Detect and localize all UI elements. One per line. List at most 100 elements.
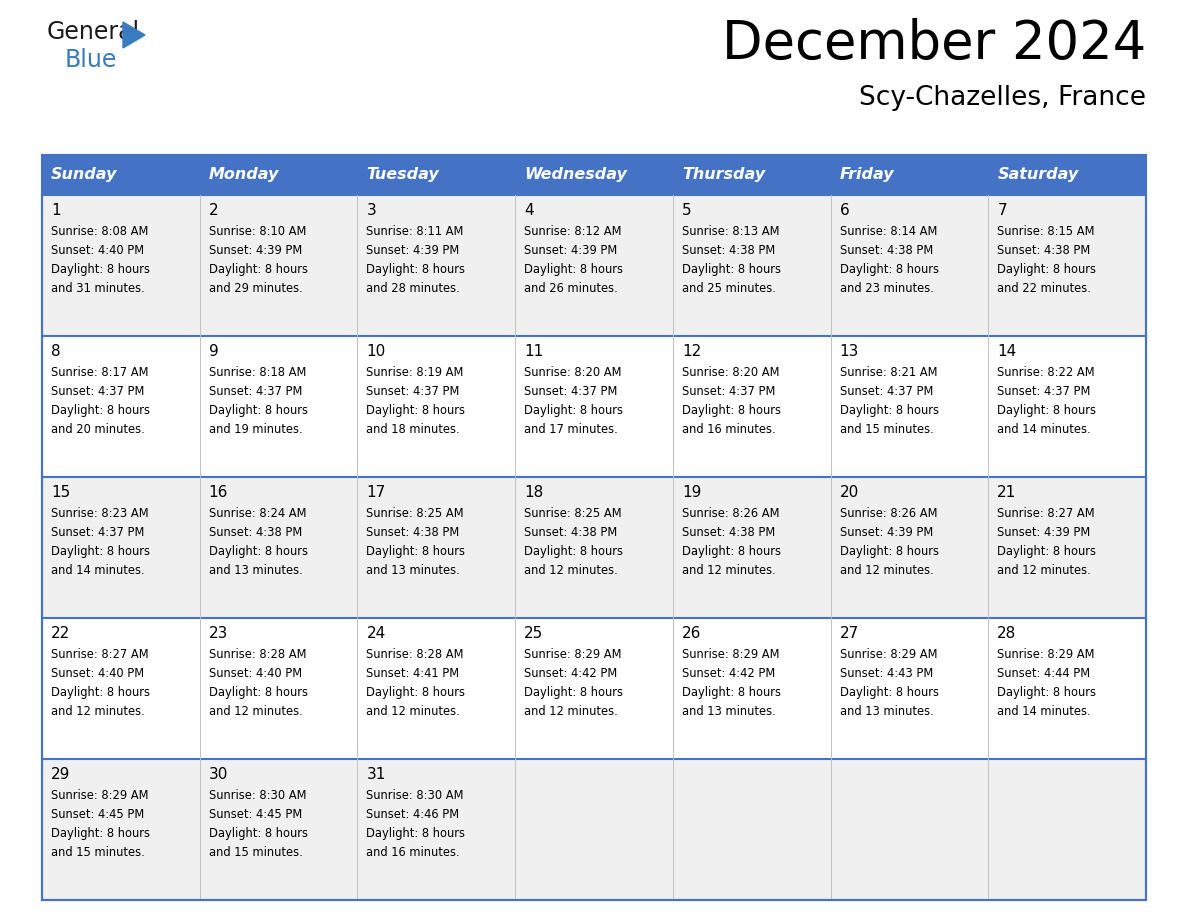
Text: Sunrise: 8:21 AM: Sunrise: 8:21 AM <box>840 366 937 379</box>
Text: Sunrise: 8:23 AM: Sunrise: 8:23 AM <box>51 507 148 520</box>
Text: Sunrise: 8:30 AM: Sunrise: 8:30 AM <box>209 789 307 802</box>
Text: 20: 20 <box>840 485 859 500</box>
Text: Daylight: 8 hours: Daylight: 8 hours <box>209 545 308 558</box>
Text: Sunrise: 8:13 AM: Sunrise: 8:13 AM <box>682 225 779 238</box>
Text: 5: 5 <box>682 203 691 218</box>
Text: Daylight: 8 hours: Daylight: 8 hours <box>366 263 466 276</box>
Text: 13: 13 <box>840 344 859 359</box>
Bar <box>516 477 672 618</box>
Text: and 14 minutes.: and 14 minutes. <box>997 705 1091 718</box>
Text: and 19 minutes.: and 19 minutes. <box>209 423 302 436</box>
Text: Sunrise: 8:29 AM: Sunrise: 8:29 AM <box>840 648 937 661</box>
Text: and 12 minutes.: and 12 minutes. <box>51 705 145 718</box>
Text: 19: 19 <box>682 485 701 500</box>
Bar <box>672 759 830 900</box>
Text: 9: 9 <box>209 344 219 359</box>
Text: Blue: Blue <box>65 48 118 72</box>
Text: and 23 minutes.: and 23 minutes. <box>840 282 934 295</box>
Text: Daylight: 8 hours: Daylight: 8 hours <box>524 545 624 558</box>
Text: Sunset: 4:40 PM: Sunset: 4:40 PM <box>209 667 302 680</box>
Text: Scy-Chazelles, France: Scy-Chazelles, France <box>859 85 1146 111</box>
Text: General: General <box>48 20 140 44</box>
Text: and 12 minutes.: and 12 minutes. <box>366 705 460 718</box>
Text: Sunset: 4:45 PM: Sunset: 4:45 PM <box>209 808 302 821</box>
Text: 10: 10 <box>366 344 386 359</box>
Text: and 28 minutes.: and 28 minutes. <box>366 282 460 295</box>
Text: Sunrise: 8:29 AM: Sunrise: 8:29 AM <box>682 648 779 661</box>
Bar <box>830 759 988 900</box>
Bar <box>358 477 516 618</box>
Text: Sunrise: 8:29 AM: Sunrise: 8:29 AM <box>997 648 1095 661</box>
Text: Sunset: 4:40 PM: Sunset: 4:40 PM <box>51 667 144 680</box>
Text: and 14 minutes.: and 14 minutes. <box>997 423 1091 436</box>
Text: Sunrise: 8:26 AM: Sunrise: 8:26 AM <box>682 507 779 520</box>
Text: 1: 1 <box>51 203 61 218</box>
Text: Sunset: 4:44 PM: Sunset: 4:44 PM <box>997 667 1091 680</box>
Text: Sunrise: 8:12 AM: Sunrise: 8:12 AM <box>524 225 621 238</box>
Text: and 12 minutes.: and 12 minutes. <box>997 564 1091 577</box>
Bar <box>830 195 988 336</box>
Bar <box>200 618 358 759</box>
Text: Sunset: 4:37 PM: Sunset: 4:37 PM <box>524 385 618 398</box>
Text: and 16 minutes.: and 16 minutes. <box>682 423 776 436</box>
Text: and 18 minutes.: and 18 minutes. <box>366 423 460 436</box>
Text: Tuesday: Tuesday <box>366 167 440 183</box>
Text: 29: 29 <box>51 767 70 782</box>
Text: 4: 4 <box>524 203 533 218</box>
Text: Monday: Monday <box>209 167 279 183</box>
Text: and 22 minutes.: and 22 minutes. <box>997 282 1091 295</box>
Text: Daylight: 8 hours: Daylight: 8 hours <box>840 686 939 699</box>
Text: Sunset: 4:38 PM: Sunset: 4:38 PM <box>366 526 460 539</box>
Text: 3: 3 <box>366 203 377 218</box>
Text: 23: 23 <box>209 626 228 641</box>
Text: Sunset: 4:41 PM: Sunset: 4:41 PM <box>366 667 460 680</box>
Text: 15: 15 <box>51 485 70 500</box>
Text: and 15 minutes.: and 15 minutes. <box>209 846 303 859</box>
Text: Daylight: 8 hours: Daylight: 8 hours <box>682 404 781 417</box>
Text: 24: 24 <box>366 626 386 641</box>
Text: Sunrise: 8:25 AM: Sunrise: 8:25 AM <box>366 507 465 520</box>
Text: Sunrise: 8:08 AM: Sunrise: 8:08 AM <box>51 225 148 238</box>
Text: Sunset: 4:38 PM: Sunset: 4:38 PM <box>682 526 775 539</box>
Text: and 12 minutes.: and 12 minutes. <box>524 705 618 718</box>
Text: and 20 minutes.: and 20 minutes. <box>51 423 145 436</box>
Text: Daylight: 8 hours: Daylight: 8 hours <box>51 827 150 840</box>
Bar <box>516 336 672 477</box>
Text: Sunset: 4:38 PM: Sunset: 4:38 PM <box>524 526 618 539</box>
Text: Sunset: 4:46 PM: Sunset: 4:46 PM <box>366 808 460 821</box>
Bar <box>516 618 672 759</box>
Text: Sunrise: 8:29 AM: Sunrise: 8:29 AM <box>51 789 148 802</box>
Text: and 14 minutes.: and 14 minutes. <box>51 564 145 577</box>
Text: Daylight: 8 hours: Daylight: 8 hours <box>51 263 150 276</box>
Text: 14: 14 <box>997 344 1017 359</box>
Text: Sunset: 4:42 PM: Sunset: 4:42 PM <box>682 667 775 680</box>
Text: 31: 31 <box>366 767 386 782</box>
Text: Sunrise: 8:17 AM: Sunrise: 8:17 AM <box>51 366 148 379</box>
Text: Sunset: 4:43 PM: Sunset: 4:43 PM <box>840 667 933 680</box>
Bar <box>672 477 830 618</box>
Text: Daylight: 8 hours: Daylight: 8 hours <box>366 545 466 558</box>
Text: and 26 minutes.: and 26 minutes. <box>524 282 618 295</box>
Bar <box>516 195 672 336</box>
Text: Sunset: 4:40 PM: Sunset: 4:40 PM <box>51 244 144 257</box>
Text: and 17 minutes.: and 17 minutes. <box>524 423 618 436</box>
Text: and 13 minutes.: and 13 minutes. <box>682 705 776 718</box>
Text: 21: 21 <box>997 485 1017 500</box>
Text: Sunrise: 8:27 AM: Sunrise: 8:27 AM <box>997 507 1095 520</box>
Bar <box>672 336 830 477</box>
Text: 25: 25 <box>524 626 543 641</box>
Text: Daylight: 8 hours: Daylight: 8 hours <box>682 545 781 558</box>
Bar <box>988 336 1146 477</box>
Text: Thursday: Thursday <box>682 167 765 183</box>
Bar <box>42 759 200 900</box>
Bar <box>830 336 988 477</box>
Text: Sunset: 4:37 PM: Sunset: 4:37 PM <box>840 385 933 398</box>
Bar <box>358 336 516 477</box>
Polygon shape <box>124 22 145 48</box>
Bar <box>516 759 672 900</box>
Text: Sunrise: 8:18 AM: Sunrise: 8:18 AM <box>209 366 307 379</box>
Text: 26: 26 <box>682 626 701 641</box>
Text: Sunset: 4:37 PM: Sunset: 4:37 PM <box>366 385 460 398</box>
Text: Daylight: 8 hours: Daylight: 8 hours <box>682 263 781 276</box>
Text: and 31 minutes.: and 31 minutes. <box>51 282 145 295</box>
